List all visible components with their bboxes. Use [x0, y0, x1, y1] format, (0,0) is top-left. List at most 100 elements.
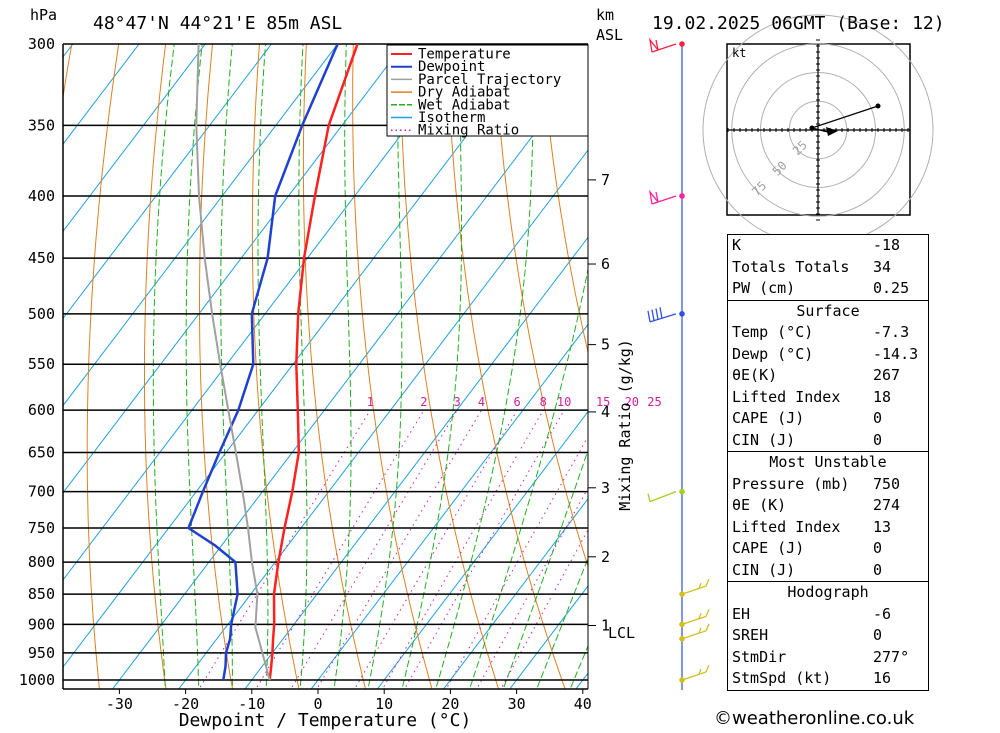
mixing-ratio-label: 8 — [540, 395, 547, 409]
hodograph-trace — [811, 105, 879, 129]
wet-adiabat-line — [401, 44, 462, 689]
hodo-row: SREH 0 — [732, 626, 883, 644]
wet-adiabat-line — [152, 44, 175, 689]
dewpoint-line — [187, 44, 339, 681]
x-tick-label: 10 — [375, 695, 393, 713]
wind-level-dot — [679, 193, 685, 199]
pressure-tick-label: 650 — [28, 443, 55, 461]
isotherm-line — [63, 44, 206, 233]
surface-row: Dewp (°C) -14.3 — [732, 344, 919, 363]
hodograph-point — [875, 103, 881, 109]
x-tick-label: 20 — [441, 695, 459, 713]
mixing-ratio-line — [316, 409, 482, 689]
wind-level-dot — [679, 311, 685, 317]
surface-row: θE(K) 267 — [732, 366, 901, 384]
hodo-row: StmSpd (kt) 16 — [732, 669, 892, 687]
mixing-ratio-line — [198, 409, 371, 689]
mixing-ratio-line — [354, 409, 518, 689]
pressure-tick-label: 750 — [28, 519, 55, 537]
wet-adiabat-line — [536, 556, 588, 689]
indices-table: K -18 Totals Totals 34 PW (cm) 0.25 Surface… — [727, 234, 929, 691]
mixing-ratio-line — [445, 435, 588, 689]
isotherm-line — [442, 498, 588, 689]
dry-adiabat-line — [144, 44, 167, 689]
location-title: 48°47'N 44°21'E 85m ASL — [93, 13, 342, 34]
mixing-ratio-label: 10 — [557, 395, 571, 409]
isotherm-line — [63, 44, 140, 145]
hodograph-unit-label: kt — [732, 46, 746, 60]
isotherm-line — [310, 323, 588, 689]
isotherm-line — [63, 44, 339, 407]
mixing-ratio-label: 2 — [420, 395, 427, 409]
surface-row: CIN (J) 0 — [732, 430, 883, 449]
isotherm-line — [244, 236, 588, 689]
x-tick-label: -30 — [106, 695, 133, 713]
pressure-tick-label: 450 — [28, 249, 55, 267]
dry-adiabat-line — [446, 44, 566, 689]
pressure-tick-label: 700 — [28, 483, 55, 501]
credit-link[interactable]: ©weatheronline.co.uk — [714, 708, 915, 729]
lcl-label: LCL — [608, 624, 635, 642]
wet-adiabat-line — [333, 44, 352, 689]
hodograph-point — [809, 125, 815, 131]
km-tick-label: 3 — [601, 479, 610, 497]
km-tick-label: 4 — [601, 403, 610, 421]
pressure-tick-label: 950 — [28, 644, 55, 662]
pressure-tick-label: 800 — [28, 553, 55, 571]
pressure-tick-label: 1000 — [19, 671, 55, 689]
dry-adiabat-line — [302, 44, 367, 689]
km-tick-label: 5 — [601, 336, 610, 354]
isotherm-line — [63, 44, 273, 320]
wind-barb — [648, 37, 677, 53]
mixing-ratio-label: 4 — [478, 395, 485, 409]
index-row-pw: PW (cm) 0.25 — [732, 279, 910, 297]
wind-barb — [681, 623, 710, 640]
dry-adiabat-line — [251, 44, 300, 689]
index-row-k: K -18 — [732, 236, 901, 254]
legend-label: Mixing Ratio — [418, 123, 519, 139]
wet-adiabat-line — [502, 448, 588, 689]
hodograph-title: Hodograph — [787, 583, 869, 601]
parcel-trajectory-line — [195, 44, 271, 681]
mixing-ratio-axis-label: Mixing Ratio (g/kg) — [616, 339, 634, 511]
hodo-row: StmDir 277° — [732, 647, 910, 666]
dry-adiabat-line — [199, 44, 234, 689]
x-axis-label: Dewpoint / Temperature (°C) — [179, 710, 472, 731]
wind-barb — [647, 490, 677, 503]
isotherm-line — [376, 410, 588, 689]
surface-row: CAPE (J) 0 — [732, 409, 883, 427]
wet-adiabat-line — [220, 44, 233, 689]
dry-adiabat-line — [540, 44, 588, 355]
legend-label: Dry Adiabat — [418, 85, 511, 101]
temperature-line — [268, 44, 359, 681]
storm-motion-arrow — [826, 127, 838, 136]
mu-row: CIN (J) 0 — [732, 560, 883, 579]
dry-adiabat-line — [86, 44, 120, 689]
km-tick-label: 7 — [601, 171, 610, 189]
dry-adiabat-line — [399, 44, 500, 689]
mixing-ratio-line — [404, 409, 565, 689]
km-tick-label: 1 — [601, 617, 610, 635]
pressure-tick-label: 850 — [28, 585, 55, 603]
wind-barb — [647, 307, 677, 323]
wet-adiabat-line — [298, 44, 308, 689]
pressure-tick-label: 300 — [28, 35, 55, 53]
mixing-ratio-label: 15 — [596, 395, 610, 409]
x-tick-label: 0 — [313, 695, 322, 713]
asl-label: ASL — [596, 26, 623, 44]
mixing-ratio-line — [381, 409, 544, 689]
mixing-ratio-label: 3 — [453, 395, 460, 409]
dry-adiabat-line — [493, 44, 588, 568]
x-tick-label: -20 — [172, 695, 199, 713]
pressure-tick-label: 550 — [28, 355, 55, 373]
dry-adiabat-line — [352, 44, 433, 689]
wind-barb — [681, 664, 710, 681]
wet-adiabat-line — [185, 44, 203, 689]
wind-barb — [681, 609, 710, 625]
mixing-ratio-line — [500, 528, 588, 689]
pressure-tick-label: 600 — [28, 401, 55, 419]
km-tick-label: 2 — [601, 548, 610, 566]
legend-label: Isotherm — [418, 110, 485, 126]
